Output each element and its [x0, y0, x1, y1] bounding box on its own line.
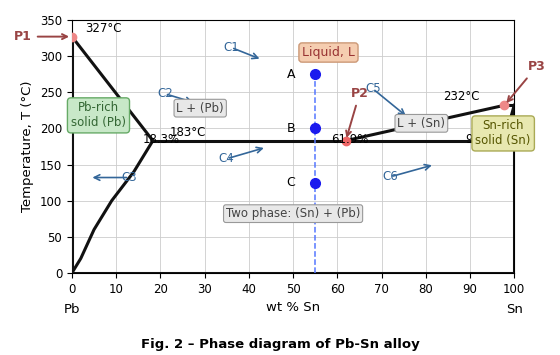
Text: 61.9%: 61.9% [330, 133, 368, 146]
Text: Two phase: (Sn) + (Pb): Two phase: (Sn) + (Pb) [226, 207, 360, 220]
Text: 97.8%: 97.8% [465, 133, 503, 146]
Text: Liquid, L: Liquid, L [302, 46, 355, 59]
Text: P3: P3 [508, 60, 545, 102]
Text: L + (Sn): L + (Sn) [398, 117, 445, 130]
Text: P1: P1 [14, 30, 67, 43]
Text: C4: C4 [219, 152, 235, 165]
Text: C: C [287, 176, 295, 189]
Text: 18.3%: 18.3% [143, 133, 180, 146]
Text: 327°C: 327°C [85, 22, 122, 35]
Text: Pb: Pb [64, 303, 80, 316]
Text: 183°C: 183°C [169, 126, 206, 138]
Text: P2: P2 [346, 87, 368, 136]
Text: Sn-rich
solid (Sn): Sn-rich solid (Sn) [475, 119, 531, 147]
Text: B: B [287, 122, 295, 135]
Y-axis label: Temperature, T (°C): Temperature, T (°C) [21, 81, 34, 212]
Text: Pb-rich
solid (Pb): Pb-rich solid (Pb) [71, 102, 126, 129]
Text: C1: C1 [223, 41, 239, 54]
Text: Fig. 2 – Phase diagram of Pb-Sn alloy: Fig. 2 – Phase diagram of Pb-Sn alloy [141, 338, 419, 351]
Text: L + (Pb): L + (Pb) [176, 102, 224, 115]
Text: 232°C: 232°C [444, 90, 480, 103]
Text: C3: C3 [122, 171, 137, 184]
Text: C5: C5 [365, 82, 380, 95]
Text: Sn: Sn [506, 303, 522, 316]
Text: C6: C6 [382, 170, 398, 183]
X-axis label: wt % Sn: wt % Sn [266, 301, 320, 314]
Text: C2: C2 [157, 87, 172, 100]
Text: A: A [287, 68, 295, 81]
